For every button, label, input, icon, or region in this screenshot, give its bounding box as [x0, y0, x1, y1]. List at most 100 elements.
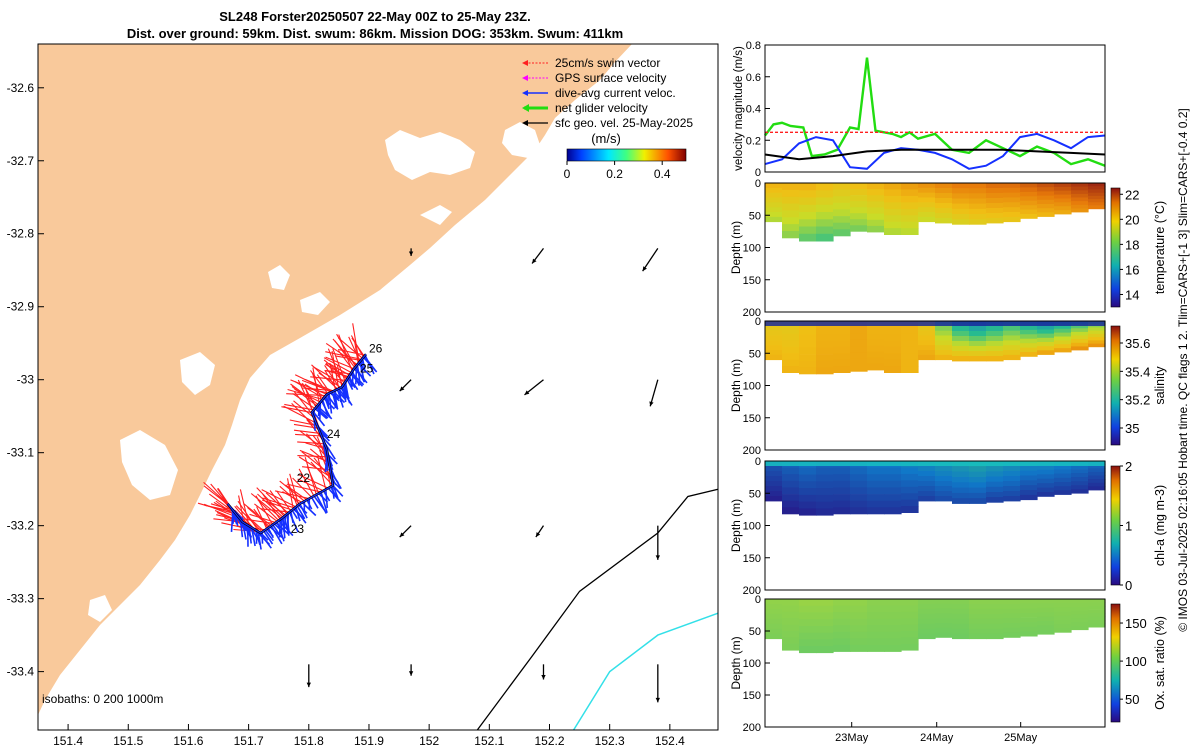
heatmap-cell: [884, 599, 902, 606]
heatmap-cell: [765, 325, 783, 331]
heatmap-cell: [952, 618, 970, 625]
geo-arrow: [655, 525, 660, 560]
heatmap-cell: [782, 183, 800, 191]
heatmap-cell: [952, 346, 970, 352]
heatmap-cell: [1003, 632, 1021, 638]
heatmap-cell: [799, 612, 817, 620]
heatmap-cell: [799, 481, 817, 489]
heatmap-cell: [833, 625, 851, 633]
heatmap-cell: [799, 494, 817, 503]
heatmap-cell: [833, 507, 851, 515]
heatmap-cell: [1037, 621, 1055, 626]
heatmap-cell: [918, 345, 936, 351]
current-vector: [343, 383, 347, 403]
heatmap-cell: [952, 633, 970, 640]
heatmap-cell: [986, 341, 1004, 347]
heatmap-cell: [1054, 332, 1072, 337]
heatmap-cell: [1054, 603, 1072, 608]
geo-arrow: [649, 379, 659, 407]
heatmap-cell: [969, 183, 987, 189]
heatmap-cell: [765, 183, 783, 189]
heatmap-cell: [816, 334, 834, 342]
current-vector: [360, 360, 363, 373]
geo-arrow-head: [655, 697, 660, 703]
heatmap-cell: [782, 467, 800, 475]
heatmap-cell: [901, 366, 919, 373]
heatmap-cell: [986, 492, 1004, 498]
figure-title: SL248 Forster20250507 22-May 00Z to 25-M…: [70, 8, 680, 42]
heatmap-cell: [850, 612, 868, 620]
geo-arrow: [306, 664, 311, 688]
colorbar-label: salinity: [1153, 366, 1167, 405]
heatmap-cell: [1020, 343, 1038, 348]
colorbar-tick-label: 0: [1125, 578, 1132, 593]
heatmap-cell: [969, 498, 987, 504]
heatmap-cell: [850, 201, 868, 208]
map-x-tick-label: 152.1: [474, 734, 504, 748]
heatmap-cell: [918, 481, 936, 487]
heatmap-cell: [1054, 348, 1072, 353]
geo-arrow-shaft: [649, 379, 659, 407]
heatmap-cell: [867, 480, 885, 488]
heatmap-cell: [799, 632, 817, 640]
map-x-tick-label: 151.8: [294, 734, 324, 748]
heatmap-cell: [952, 623, 970, 630]
heatmap-cell: [952, 336, 970, 342]
heatmap-cell: [782, 643, 800, 651]
heatmap-cell: [1054, 210, 1072, 215]
heatmap-cell: [1054, 619, 1072, 625]
heatmap-cell: [816, 212, 834, 220]
heatmap-cell: [986, 183, 1004, 189]
heatmap-cell: [935, 476, 953, 482]
legend-net: net glider velocity: [522, 101, 648, 115]
heatmap-cell: [867, 618, 885, 626]
heatmap-cell: [986, 613, 1004, 620]
heatmap-cell: [884, 474, 902, 482]
swim-vector: [325, 351, 362, 360]
heatmap-cell: [918, 330, 936, 336]
heatmap-cell: [935, 193, 953, 199]
heatmap-cell: [901, 202, 919, 210]
heatmap-cell: [986, 618, 1004, 625]
heatmap-cell: [799, 488, 817, 496]
heatmap-cell: [935, 208, 953, 214]
heatmap-cell: [1003, 627, 1021, 633]
estuary-2: [420, 205, 452, 225]
heatmap-cell: [918, 623, 936, 630]
heatmap-cell: [969, 188, 987, 194]
current-vector: [250, 527, 256, 547]
heatmap-cell: [765, 496, 783, 502]
depth-tick-label: 100: [743, 243, 761, 255]
velocity-y-tick-label: 0.8: [746, 40, 761, 52]
heatmap-cell: [782, 480, 800, 488]
heatmap-cell: [867, 213, 885, 221]
heatmap-cell: [765, 202, 783, 208]
heatmap-cell: [799, 367, 817, 375]
current-vector: [364, 354, 375, 375]
heatmap-cell: [816, 347, 834, 355]
heatmap-cell: [952, 628, 970, 635]
heatmap-cell: [1003, 216, 1021, 223]
heatmap-cell: [799, 219, 817, 227]
swim-vector: [325, 369, 351, 375]
heatmap-cell: [969, 604, 987, 610]
swim-vector: [292, 392, 316, 410]
heatmap-cell: [850, 467, 868, 475]
geo-arrow-head: [642, 266, 647, 272]
heatmap-cell: [816, 354, 834, 362]
heatmap-cell: [799, 212, 817, 220]
heatmap-cell: [833, 209, 851, 217]
current-vector: [355, 365, 358, 385]
lake-6: [88, 595, 112, 622]
heatmap-cell: [833, 467, 851, 475]
heatmap-cell: [969, 356, 987, 362]
heatmap-cell: [1054, 482, 1072, 487]
heatmap-cell: [816, 219, 834, 227]
heatmap-cell: [1054, 324, 1072, 330]
geo-arrow-head: [655, 555, 660, 560]
heatmap-cell: [986, 623, 1004, 630]
heatmap-cell: [816, 639, 834, 647]
map-y-tick-label: -33.4: [7, 665, 35, 679]
heatmap-cell: [1003, 481, 1021, 487]
heatmap-cell: [918, 335, 936, 341]
